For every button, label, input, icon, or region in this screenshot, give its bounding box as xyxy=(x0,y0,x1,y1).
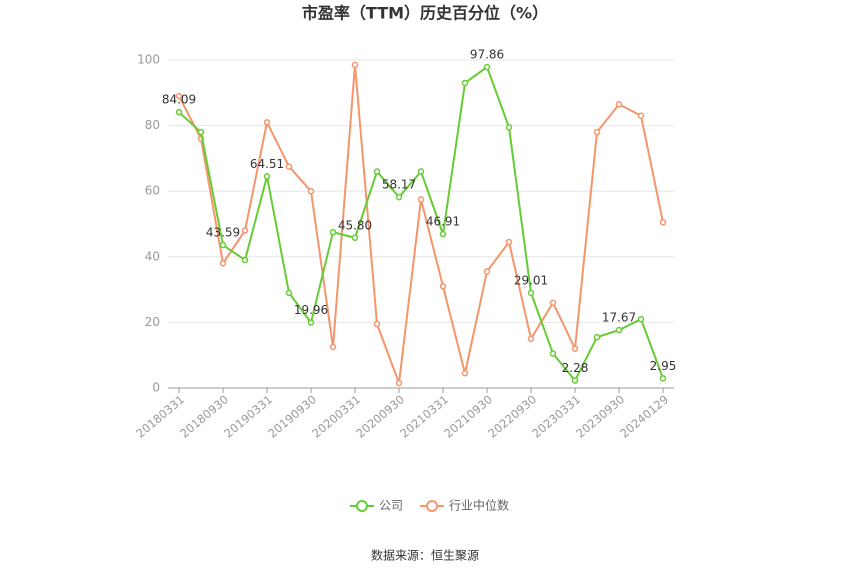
data-label: 17.67 xyxy=(602,311,636,325)
point xyxy=(461,369,469,377)
point xyxy=(659,375,667,382)
source: 数据来源：恒生聚源 xyxy=(371,548,479,563)
data-label: 46.91 xyxy=(426,215,460,229)
y-tick-label: 40 xyxy=(145,249,160,263)
point xyxy=(549,350,557,357)
point xyxy=(219,260,227,267)
point xyxy=(505,123,513,131)
point xyxy=(615,101,623,108)
legend-marker xyxy=(356,500,368,512)
point xyxy=(483,268,491,275)
data-label: 2.95 xyxy=(650,359,677,373)
point xyxy=(505,238,513,246)
legend-marker xyxy=(426,500,439,512)
point xyxy=(307,319,315,326)
point xyxy=(461,79,469,87)
point xyxy=(593,333,601,341)
data-label: 45.80 xyxy=(338,218,372,232)
point xyxy=(637,315,645,323)
data-label: 84.09 xyxy=(162,93,196,107)
point xyxy=(373,168,381,175)
data-label: 43.59 xyxy=(206,226,240,240)
point xyxy=(417,168,425,175)
point xyxy=(175,108,183,116)
y-tick-label: 0 xyxy=(152,381,160,395)
data-label: 64.51 xyxy=(250,157,284,171)
legend-label: 行业中位数 xyxy=(449,498,509,513)
series-line xyxy=(178,64,664,384)
y-tick-label: 20 xyxy=(145,315,160,329)
point xyxy=(593,128,601,136)
point xyxy=(439,283,447,290)
point xyxy=(219,241,227,249)
point xyxy=(571,345,579,352)
point xyxy=(395,379,403,387)
point xyxy=(549,299,557,306)
point xyxy=(659,219,667,226)
y-tick-label: 60 xyxy=(145,184,160,198)
point xyxy=(285,163,293,170)
point xyxy=(527,335,535,343)
point xyxy=(351,234,359,242)
point xyxy=(439,230,447,238)
point xyxy=(373,320,381,328)
legend-label: 公司 xyxy=(379,499,403,513)
data-label: 58.17 xyxy=(382,178,416,192)
data-label: 2.28 xyxy=(562,361,589,375)
y-tick-label: 100 xyxy=(137,53,160,67)
point xyxy=(241,227,249,234)
point xyxy=(637,112,645,120)
point xyxy=(483,63,491,71)
data-label: 29.01 xyxy=(514,273,548,287)
point xyxy=(241,256,249,264)
point xyxy=(175,92,183,100)
point xyxy=(615,326,623,334)
point xyxy=(351,61,359,69)
chart-title: 市盈率（TTM）历史百分位（%） xyxy=(302,4,548,23)
point xyxy=(263,173,271,180)
point xyxy=(307,187,315,195)
point xyxy=(329,228,337,236)
point xyxy=(285,289,293,297)
y-tick-label: 80 xyxy=(145,118,160,132)
x-tick-label: 20240129 xyxy=(617,392,671,440)
series-line xyxy=(178,65,664,383)
data-label: 97.86 xyxy=(470,48,504,62)
point xyxy=(571,377,579,384)
point xyxy=(395,193,403,201)
point xyxy=(197,128,205,136)
point xyxy=(527,289,535,297)
point xyxy=(263,119,271,126)
point xyxy=(417,196,425,203)
data-label: 19.96 xyxy=(294,303,328,317)
point xyxy=(329,343,337,351)
